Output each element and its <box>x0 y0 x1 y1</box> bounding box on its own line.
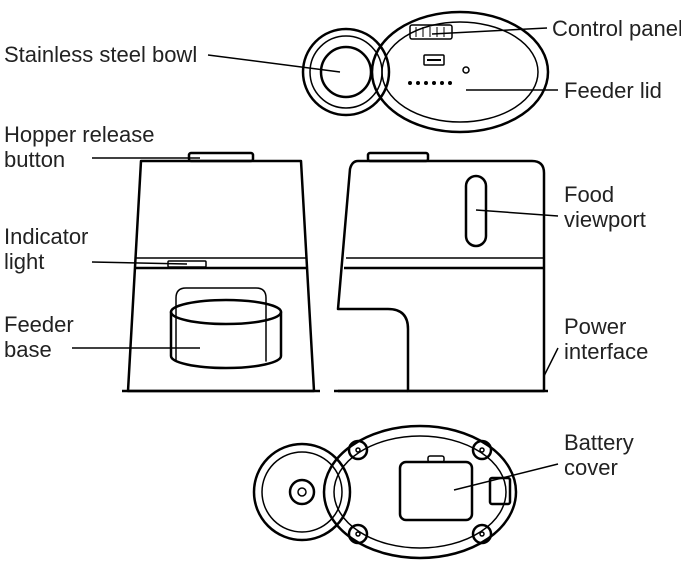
label-hopper-release: Hopper release button <box>4 122 154 173</box>
label-food-viewport: Food viewport <box>564 182 646 233</box>
label-indicator-light: Indicator light <box>4 224 88 275</box>
label-feeder-lid: Feeder lid <box>564 78 662 103</box>
label-control-panel: Control panel <box>552 16 681 41</box>
label-power-interface: Power interface <box>564 314 648 365</box>
label-battery-cover: Battery cover <box>564 430 634 481</box>
label-feeder-base: Feeder base <box>4 312 74 363</box>
label-stainless-bowl: Stainless steel bowl <box>4 42 197 67</box>
